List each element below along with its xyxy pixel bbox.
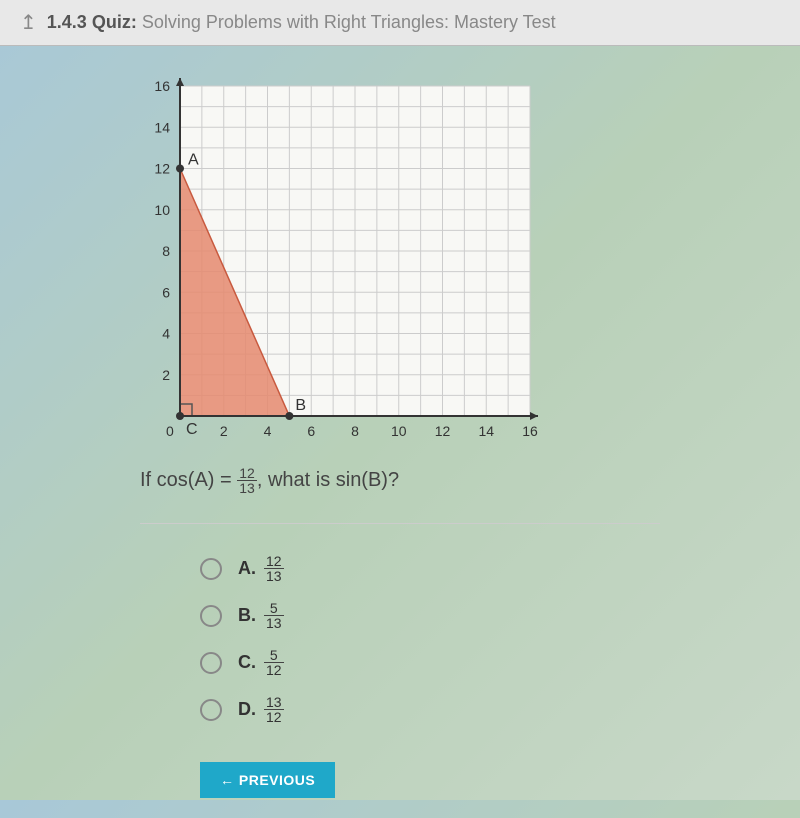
triangle-chart: ABC2468101214160246810121416x (140, 66, 540, 446)
svg-text:8: 8 (351, 423, 359, 439)
svg-text:2: 2 (162, 367, 170, 383)
radio-icon[interactable] (200, 699, 222, 721)
option-fraction: 1312 (264, 695, 284, 724)
svg-text:10: 10 (154, 202, 170, 218)
quiz-header: ↥ 1.4.3 Quiz: Solving Problems with Righ… (0, 0, 800, 46)
svg-text:8: 8 (162, 243, 170, 259)
svg-text:12: 12 (154, 161, 170, 177)
coordinate-grid: ABC2468101214160246810121416x (140, 66, 540, 446)
svg-text:C: C (186, 421, 198, 438)
option-c[interactable]: C. 512 (200, 648, 660, 677)
radio-icon[interactable] (200, 652, 222, 674)
svg-text:6: 6 (162, 284, 170, 300)
option-fraction: 513 (264, 601, 284, 630)
svg-text:16: 16 (154, 78, 170, 94)
content-area: ABC2468101214160246810121416x If cos(A) … (0, 46, 800, 818)
question-suffix: , what is sin(B)? (257, 469, 399, 491)
radio-icon[interactable] (200, 558, 222, 580)
svg-text:16: 16 (522, 423, 538, 439)
svg-text:2: 2 (220, 423, 228, 439)
option-letter: D. (238, 699, 256, 720)
radio-icon[interactable] (200, 605, 222, 627)
option-letter: A. (238, 558, 256, 579)
option-letter: C. (238, 652, 256, 673)
previous-button[interactable]: ← PREVIOUS (200, 762, 335, 798)
svg-text:14: 14 (154, 119, 170, 135)
question-fraction: 1213 (237, 466, 257, 495)
svg-text:0: 0 (166, 423, 174, 439)
option-fraction: 1213 (264, 554, 284, 583)
question-prefix: If cos(A) = (140, 469, 237, 491)
svg-text:A: A (188, 152, 199, 169)
question-text: If cos(A) = 1213, what is sin(B)? (140, 466, 660, 524)
svg-text:14: 14 (478, 423, 494, 439)
svg-text:4: 4 (264, 423, 272, 439)
option-fraction: 512 (264, 648, 284, 677)
svg-text:10: 10 (391, 423, 407, 439)
back-arrow-icon[interactable]: ↥ (20, 10, 37, 35)
quiz-title: Solving Problems with Right Triangles: M… (142, 12, 556, 32)
option-letter: B. (238, 605, 256, 626)
option-a[interactable]: A. 1213 (200, 554, 660, 583)
quiz-section: 1.4.3 (47, 12, 87, 32)
answer-options: A. 1213 B. 513 C. 512 D. 1312 (200, 554, 660, 724)
quiz-label: Quiz: (92, 12, 137, 32)
svg-text:12: 12 (435, 423, 451, 439)
svg-text:B: B (295, 397, 306, 414)
option-b[interactable]: B. 513 (200, 601, 660, 630)
svg-text:4: 4 (162, 326, 170, 342)
option-d[interactable]: D. 1312 (200, 695, 660, 724)
svg-text:6: 6 (307, 423, 315, 439)
